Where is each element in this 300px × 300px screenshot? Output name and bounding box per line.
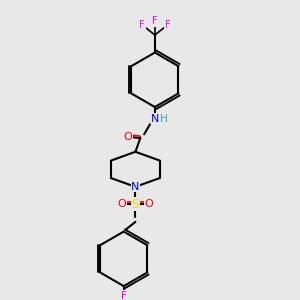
Text: F: F: [152, 16, 158, 26]
Text: O: O: [123, 132, 132, 142]
Text: F: F: [165, 20, 170, 30]
Text: O: O: [117, 199, 126, 209]
Text: F: F: [140, 20, 145, 30]
Text: S: S: [132, 198, 139, 211]
Text: H: H: [160, 114, 167, 124]
Text: O: O: [145, 199, 153, 209]
Text: N: N: [131, 182, 140, 192]
Text: F: F: [121, 291, 127, 300]
Text: N: N: [151, 114, 159, 124]
